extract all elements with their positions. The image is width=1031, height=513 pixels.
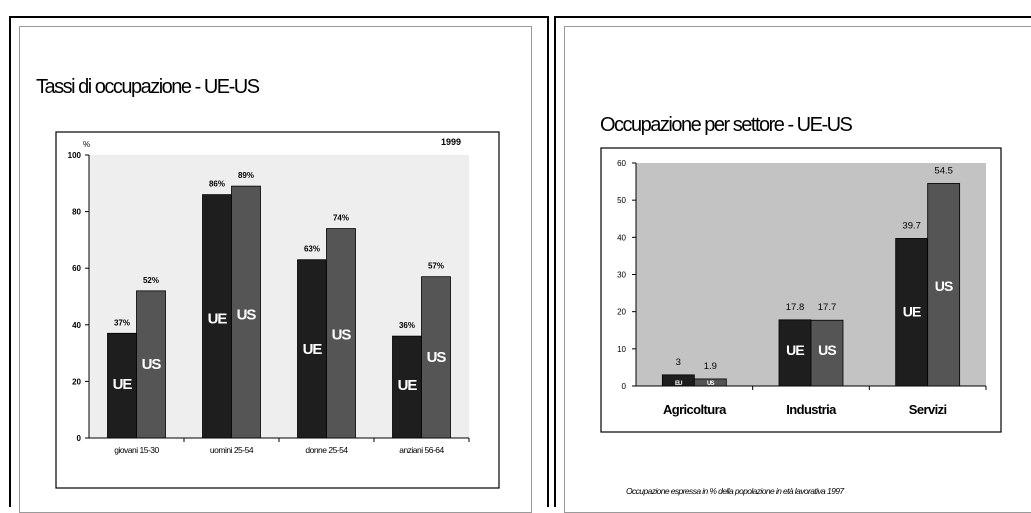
bar-ue (202, 194, 232, 439)
in-bar-label: EU (675, 381, 682, 387)
x-tick-label: donne 25-54 (305, 445, 348, 455)
slide-title: Occupazione per settore - UE-US (600, 114, 853, 136)
in-bar-label: UE (303, 341, 323, 358)
y-tick-label: 60 (617, 159, 626, 168)
data-label: 17.7 (818, 302, 837, 313)
x-tick-label: Agricoltura (663, 402, 727, 417)
bar-ue (778, 319, 812, 387)
in-bar-label: US (935, 278, 953, 294)
y-tick-label: 30 (617, 271, 626, 280)
data-label: 89% (238, 171, 254, 180)
y-tick-label: 20 (72, 377, 81, 386)
bar-ue (297, 259, 327, 439)
x-tick-label: Industria (786, 402, 837, 417)
data-label: 3 (676, 357, 681, 368)
slide-title: Tassi di occupazione - UE-US (36, 76, 260, 98)
bar-ue (392, 335, 422, 439)
in-bar-label: US (237, 307, 257, 324)
bar-us (927, 183, 961, 387)
employment-by-sector-chart: 0 10 20 30 40 50 60 Agricoltura 3 EU 1.9 US Industri… (600, 147, 1002, 433)
x-tick-label: giovani 15-30 (114, 445, 159, 455)
slide-employment-rates: Tassi di occupazione - UE-US 0 20 40 60 80 10… (9, 16, 549, 513)
in-bar-label: UE (208, 311, 228, 328)
x-tick-label: anziani 56-64 (399, 445, 444, 455)
data-label: 74% (333, 214, 349, 223)
bar-us (693, 378, 727, 387)
in-bar-label: UE (398, 377, 418, 394)
bar-us (326, 228, 356, 439)
y-tick-label: 40 (617, 233, 626, 242)
slide-employment-by-sector: Occupazione per settore - UE-US 0 10 20 30 4… (554, 16, 1031, 513)
bar-us (231, 185, 261, 439)
y-tick-label: 10 (617, 345, 626, 354)
x-tick-label: Servizi (909, 402, 947, 417)
employment-rates-chart: 0 20 40 60 80 100% 1999 giovani 15-30 37% UE 52% US… (55, 131, 500, 489)
y-tick-label: 20 (617, 308, 626, 317)
bar-us (136, 290, 166, 439)
y-tick-label: 100 (68, 151, 82, 160)
bar-us (810, 319, 844, 387)
data-label: 63% (304, 245, 320, 254)
y-tick-label: 0 (77, 434, 82, 443)
in-bar-label: UE (903, 304, 921, 320)
data-label: 57% (428, 262, 444, 271)
in-bar-label: US (427, 349, 447, 366)
in-bar-label: US (707, 381, 715, 387)
data-label: 86% (209, 180, 225, 189)
bar-ue (895, 238, 929, 387)
data-label: 54.5 (934, 165, 953, 176)
data-label: 1.9 (704, 361, 717, 372)
in-bar-label: UE (113, 376, 133, 393)
y-tick-label: 60 (72, 264, 81, 273)
data-label: 36% (399, 321, 415, 330)
annotation-year: 1999 (441, 137, 461, 147)
in-bar-label: US (818, 342, 836, 358)
y-tick-label: 40 (72, 321, 81, 330)
y-axis-label: % (83, 140, 90, 149)
in-bar-label: UE (786, 342, 804, 358)
y-tick-label: 0 (622, 382, 627, 391)
y-tick-label: 50 (617, 196, 626, 205)
data-label: 37% (114, 318, 130, 327)
in-bar-label: US (142, 356, 162, 373)
data-label: 17.8 (786, 302, 805, 313)
data-label: 39.7 (902, 220, 921, 231)
bar-us (421, 276, 451, 439)
x-tick-label: uomini 25-54 (210, 445, 254, 455)
data-label: 52% (143, 276, 159, 285)
chart-footnote: Occupazione espressa in % della popolazi… (626, 486, 844, 496)
in-bar-label: US (332, 327, 352, 344)
y-tick-label: 80 (72, 208, 81, 217)
